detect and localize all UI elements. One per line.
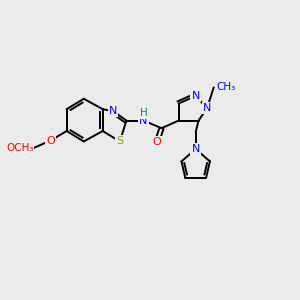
Text: N: N — [139, 116, 148, 126]
Text: S: S — [116, 136, 123, 146]
Text: N: N — [203, 103, 211, 113]
Text: OCH₃: OCH₃ — [6, 143, 34, 153]
Text: O: O — [46, 136, 55, 146]
Text: N: N — [191, 91, 200, 101]
Text: H: H — [140, 108, 147, 118]
Text: N: N — [109, 106, 117, 116]
Text: N: N — [191, 144, 200, 154]
Text: CH₃: CH₃ — [217, 82, 236, 92]
Text: O: O — [152, 137, 161, 147]
